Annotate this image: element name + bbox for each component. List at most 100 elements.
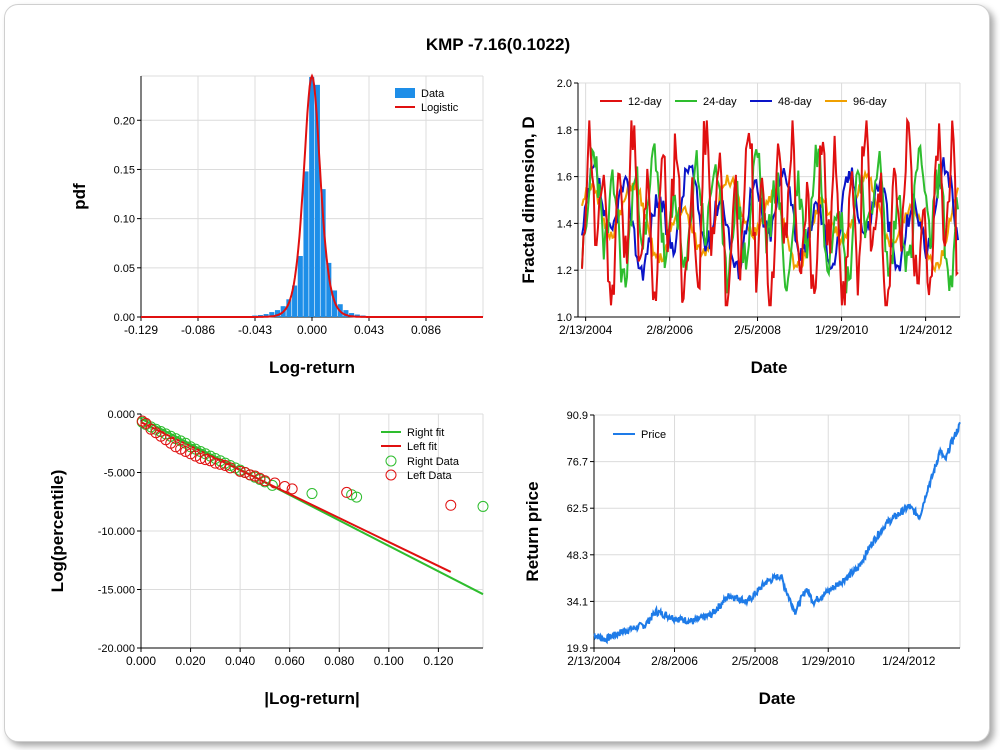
price-xtick-label: 2/13/2004 [567, 654, 621, 668]
tail-xlabel: |Log-return| [264, 689, 359, 708]
tail-left-data-point [279, 481, 291, 493]
fractal-legend-label: 24-day [703, 96, 737, 108]
pdf-xtick-label: 0.000 [297, 323, 327, 337]
pdf-xtick-label: 0.086 [411, 323, 441, 337]
tail-ytick-label: 0.000 [107, 409, 135, 421]
tail-ytick-label: -15.000 [98, 585, 135, 597]
tail-ytick-label: -5.000 [104, 468, 135, 480]
fractal-ytick-label: 1.0 [557, 312, 572, 324]
tail-ylabel: Log(percentile) [48, 470, 67, 593]
pdf-bar [286, 299, 292, 317]
fractal-series-12-day [581, 116, 959, 307]
pdf-xtick-label: 0.043 [354, 323, 384, 337]
tail-xtick-label: 0.120 [423, 654, 453, 668]
fractal-xtick-label: 2/8/2006 [646, 323, 693, 337]
price-xtick-label: 1/29/2010 [802, 654, 856, 668]
price-ytick-label: 34.1 [567, 596, 588, 608]
price-xtick-label: 2/8/2006 [651, 654, 698, 668]
tail-ytick-label: -20.000 [98, 643, 135, 655]
tail-legend-left-data-swatch [385, 469, 397, 481]
tail-legend-label: Right Data [407, 456, 460, 468]
pdf-bar [303, 171, 309, 317]
tail-legend-label: Left fit [407, 441, 437, 453]
price-ytick-label: 19.9 [567, 643, 588, 655]
tail-legend-label: Left Data [407, 470, 453, 482]
tail-right-data-point [477, 500, 489, 512]
fractal-ytick-label: 1.4 [557, 218, 572, 230]
price-xlabel: Date [759, 689, 796, 708]
pdf-chart: 0.00 0.05 0.10 0.15 0.20 -0.129 -0.086 -0.043 0.… [70, 73, 484, 377]
pdf-bar [343, 310, 349, 317]
price-ytick-label: 62.5 [567, 503, 588, 515]
price-plot-area [594, 415, 960, 648]
tail-right-fit-line [140, 417, 484, 596]
tail-xtick-label: 0.100 [374, 654, 404, 668]
tail-left-data-point [341, 486, 353, 498]
fractal-ytick-label: 1.8 [557, 125, 572, 137]
tail-ytick-label: -10.000 [98, 526, 135, 538]
tail-left-data-point [175, 443, 187, 455]
tail-left-data-point [185, 448, 197, 460]
tail-legend-right-data-swatch [385, 455, 397, 467]
fractal-ylabel: Fractal dimension, D [519, 116, 538, 283]
price-chart: 19.9 34.1 48.3 62.5 76.7 90.9 2/13/2004 2/8/200… [523, 410, 961, 708]
price-legend-label: Price [641, 429, 666, 441]
pdf-bar [314, 84, 320, 317]
fractal-xlabel: Date [751, 358, 788, 377]
pdf-ytick-label: 0.20 [114, 115, 135, 127]
tail-left-data-point [234, 465, 246, 477]
fractal-legend-label: 96-day [853, 96, 887, 108]
tail-left-data-point [199, 454, 211, 466]
pdf-xlabel: Log-return [269, 358, 355, 377]
pdf-legend-data-swatch [395, 88, 415, 98]
pdf-bar [320, 189, 326, 317]
pdf-legend-data-label: Data [421, 88, 445, 100]
tail-left-data-point [190, 450, 202, 462]
pdf-bar [297, 256, 303, 317]
tail-xtick-label: 0.020 [176, 654, 206, 668]
pdf-ytick-label: 0.15 [114, 164, 135, 176]
pdf-xtick-label: -0.043 [238, 323, 272, 337]
tail-xtick-label: 0.000 [126, 654, 156, 668]
price-xtick-label: 2/5/2008 [732, 654, 779, 668]
pdf-ytick-label: 0.05 [114, 263, 135, 275]
tail-right-data-point [346, 489, 358, 501]
fractal-chart: 1.0 1.2 1.4 1.6 1.8 2.0 2/13/2004 2/8/2006 2/5/2… [519, 78, 961, 377]
price-xtick-label: 1/24/2012 [882, 654, 936, 668]
fractal-ytick-label: 2.0 [557, 78, 572, 90]
tail-left-data-point [286, 483, 298, 495]
pdf-ylabel: pdf [70, 183, 89, 210]
fractal-xtick-label: 1/24/2012 [899, 323, 953, 337]
pdf-legend-logistic-label: Logistic [421, 102, 459, 114]
tail-right-data-point [306, 488, 318, 500]
tail-left-data-point [445, 499, 457, 511]
price-ytick-label: 76.7 [567, 457, 588, 469]
pdf-bar [292, 285, 298, 317]
price-ylabel: Return price [523, 481, 542, 581]
tail-left-data-point [269, 477, 281, 489]
tail-left-data-point [249, 470, 261, 482]
pdf-bar [274, 310, 281, 317]
tail-xtick-label: 0.060 [275, 654, 305, 668]
fractal-legend-label: 12-day [628, 96, 662, 108]
pdf-bar [326, 262, 332, 317]
pdf-xtick-label: -0.086 [181, 323, 215, 337]
fractal-xtick-label: 1/29/2010 [815, 323, 869, 337]
pdf-bar [263, 314, 269, 317]
fractal-xtick-label: 2/5/2008 [734, 323, 781, 337]
pdf-logistic-line [141, 73, 483, 318]
fractal-ytick-label: 1.6 [557, 172, 572, 184]
tail-right-data-point [351, 491, 363, 503]
fractal-xtick-label: 2/13/2004 [559, 323, 613, 337]
tail-left-data-point [170, 441, 182, 453]
tail-left-data-point [214, 458, 226, 470]
price-ytick-label: 48.3 [567, 550, 588, 562]
fractal-ytick-label: 1.2 [557, 265, 572, 277]
pdf-bar [309, 76, 315, 317]
tail-left-data-point [239, 467, 251, 478]
tail-xtick-label: 0.080 [324, 654, 354, 668]
tail-left-data-point [180, 445, 192, 457]
tail-left-data-point [224, 462, 236, 474]
